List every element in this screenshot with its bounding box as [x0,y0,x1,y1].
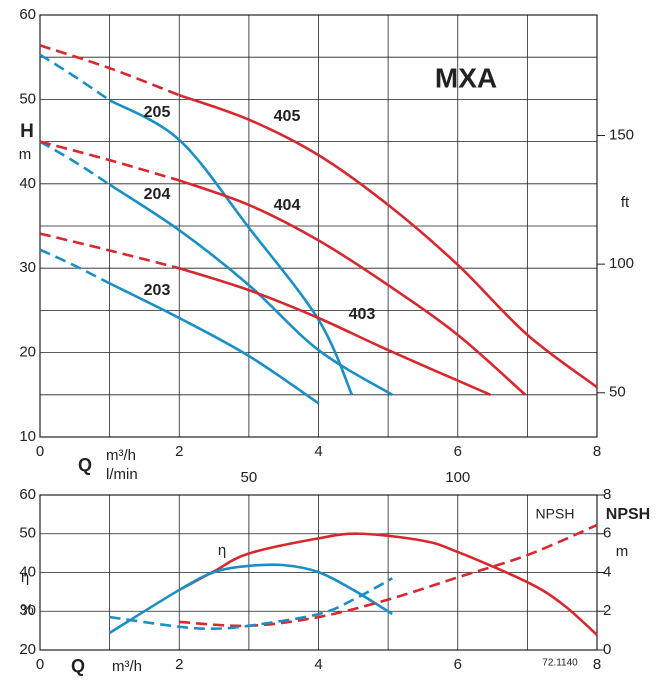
y-tick-label: 30 [19,602,36,619]
y-label: η [21,569,29,586]
x2-tick-label: 50 [241,469,258,486]
y-tick-label: 40 [19,175,36,192]
y-tick-label: 50 [19,90,36,107]
y2-tick-label: 0 [603,641,611,658]
y2-tick-label: 8 [603,486,611,503]
y2-unit: m [616,543,629,560]
y-tick-label: 30 [19,259,36,276]
y-tick-label: 50 [19,525,36,542]
y2-label: ft [621,194,630,211]
curve [108,183,393,396]
curve [39,53,111,102]
curve [39,44,180,97]
y-tick-label: 20 [19,344,36,361]
y-tick-label: 60 [19,6,36,23]
y2-tick-label: 100 [609,255,634,272]
series-label: 204 [144,186,171,203]
curve [178,532,598,636]
y2-tick-label: 150 [609,126,634,143]
y-tick-label: 20 [19,641,36,658]
x-unit: m³/h [112,658,142,675]
y-label: H [20,121,34,142]
y-unit: % [20,601,33,618]
x-tick-label: 8 [593,443,601,460]
x2-unit: l/min [106,466,138,483]
x-label: Q [71,656,85,676]
x-tick-label: 4 [314,656,322,673]
curve [178,93,598,389]
y2-tick-label: 50 [609,384,626,401]
series-label: 405 [274,108,301,125]
series-label: 203 [144,282,171,299]
curve [108,563,393,635]
y-tick-label: 40 [19,563,36,580]
curve [39,140,111,186]
series-label: 404 [274,197,301,214]
curve [178,179,527,396]
y-tick-label: 10 [19,428,36,445]
footnote: 72.1140 [542,658,578,669]
x2-tick-label: 100 [445,469,470,486]
chart-title: MXA [435,62,497,93]
y2-label: NPSH [606,506,650,523]
y2-tick-label: 2 [603,602,611,619]
x-tick-label: 8 [593,656,601,673]
x-tick-label: 4 [314,443,322,460]
x-label: Q [78,455,92,475]
series-label: 403 [349,306,376,323]
x-tick-label: 2 [175,656,183,673]
curve [39,140,180,182]
eta-label: η [218,542,226,559]
y2-tick-label: 4 [603,563,611,580]
curve [39,248,111,285]
curve [109,282,320,405]
x-tick-label: 6 [454,656,462,673]
series-label: 205 [144,104,171,121]
y-unit: m [19,146,32,163]
x-unit: m³/h [106,447,136,464]
x-tick-label: 6 [454,443,462,460]
x-tick-label: 2 [175,443,183,460]
x-tick-label: 0 [36,656,44,673]
curve [178,266,491,396]
x-tick-label: 0 [36,443,44,460]
curve [39,232,180,270]
curve [108,99,354,396]
y-tick-label: 60 [19,486,36,503]
y2-tick-label: 6 [603,525,611,542]
npsh-label: NPSH [536,506,575,522]
curve [109,577,393,631]
